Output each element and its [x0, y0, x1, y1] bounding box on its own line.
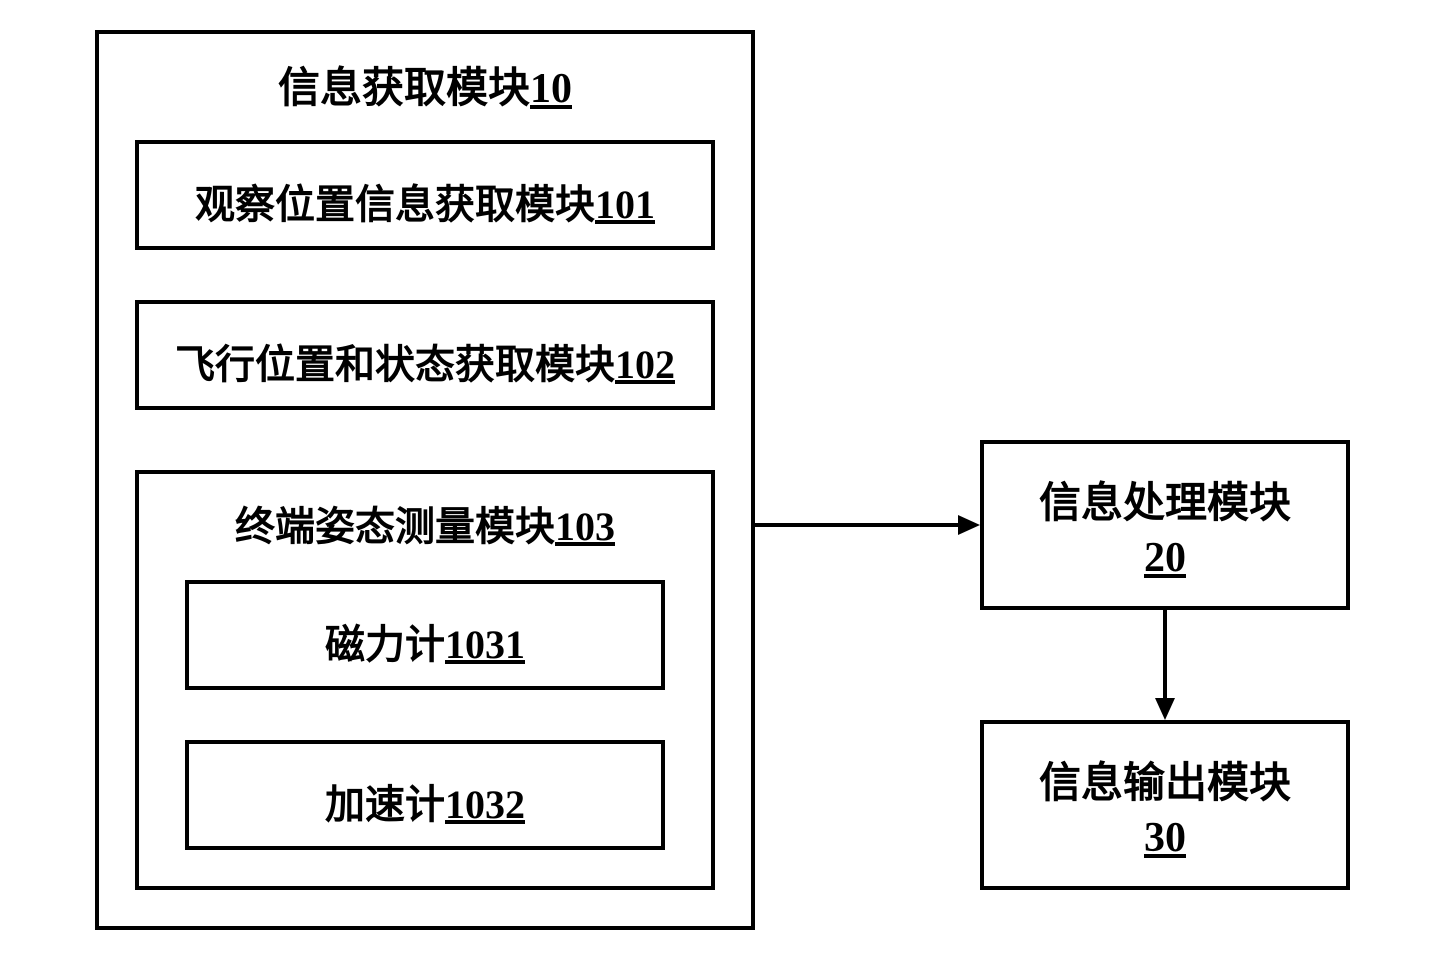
info-output-title-line1: 信息输出模块: [984, 749, 1346, 810]
info-output-number: 30: [984, 814, 1346, 862]
observation-position-title: 观察位置信息获取模块101: [139, 172, 711, 230]
accelerometer-module: 加速计1032: [185, 740, 665, 850]
arrow-acq-to-proc-line: [755, 523, 958, 527]
arrow-acq-to-proc-head: [958, 515, 980, 535]
flight-position-state-number: 102: [615, 342, 675, 387]
observation-position-number: 101: [595, 182, 655, 227]
info-output-module: 信息输出模块 30: [980, 720, 1350, 890]
flight-position-state-title: 飞行位置和状态获取模块102: [139, 332, 711, 390]
terminal-attitude-title: 终端姿态测量模块103: [139, 494, 711, 552]
terminal-attitude-prefix: 终端姿态测量模块: [235, 504, 555, 549]
magnetometer-module: 磁力计1031: [185, 580, 665, 690]
arrow-proc-to-out-head: [1155, 698, 1175, 720]
accelerometer-title: 加速计1032: [189, 772, 661, 830]
magnetometer-title: 磁力计1031: [189, 612, 661, 670]
flight-position-state-module: 飞行位置和状态获取模块102: [135, 300, 715, 410]
arrow-proc-to-out-line: [1163, 610, 1167, 698]
info-acquisition-title-prefix: 信息获取模块: [278, 66, 530, 112]
info-acquisition-title-number: 10: [530, 66, 572, 112]
info-processing-title-line1: 信息处理模块: [984, 469, 1346, 530]
observation-position-module: 观察位置信息获取模块101: [135, 140, 715, 250]
magnetometer-prefix: 磁力计: [325, 622, 445, 667]
observation-position-prefix: 观察位置信息获取模块: [195, 182, 595, 227]
magnetometer-number: 1031: [445, 622, 525, 667]
flight-position-state-prefix: 飞行位置和状态获取模块: [175, 342, 615, 387]
info-processing-number: 20: [984, 534, 1346, 582]
info-acquisition-title: 信息获取模块10: [99, 54, 751, 115]
accelerometer-prefix: 加速计: [325, 782, 445, 827]
accelerometer-number: 1032: [445, 782, 525, 827]
info-processing-module: 信息处理模块 20: [980, 440, 1350, 610]
terminal-attitude-number: 103: [555, 504, 615, 549]
